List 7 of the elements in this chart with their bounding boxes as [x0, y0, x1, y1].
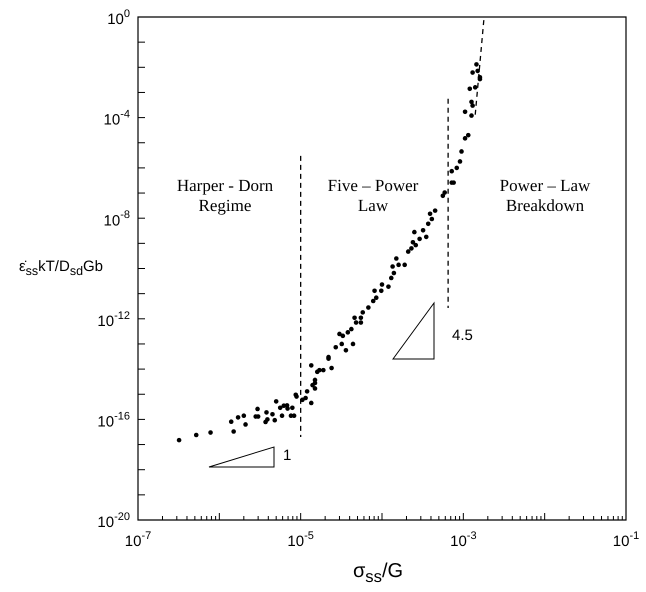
annotation: Harper - Dorn Regime	[176, 176, 274, 217]
y-axis-title: ε̇$_{ss}$kT/D$_{sd}$Gb	[18, 258, 104, 278]
x-axis-title: σ$_{ss}$/G	[352, 560, 404, 587]
annotation: 1	[283, 447, 292, 465]
annotation: Five – Power Law	[326, 176, 420, 217]
annotation: 4.5	[452, 327, 473, 345]
annotation: Power – Law Breakdown	[498, 176, 592, 217]
